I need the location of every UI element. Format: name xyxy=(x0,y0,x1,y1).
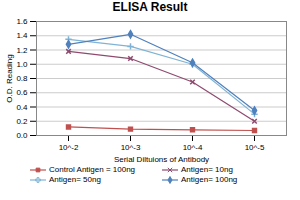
svg-text:1.0: 1.0 xyxy=(16,60,28,69)
svg-text:0.6: 0.6 xyxy=(16,88,28,97)
html-text:Antigen= 10ng: Antigen= 10ng xyxy=(181,165,233,174)
svg-text:1.2: 1.2 xyxy=(16,46,28,55)
html-text:Control Antigen = 100ng: Control Antigen = 100ng xyxy=(49,165,136,174)
svg-text:10^-4: 10^-4 xyxy=(183,143,203,152)
svg-text:1.4: 1.4 xyxy=(16,31,28,40)
svg-text:0.2: 0.2 xyxy=(16,117,28,126)
html-text:ELISA Result: ELISA Result xyxy=(112,0,188,14)
svg-text:O.D. Reading: O.D. Reading xyxy=(5,54,14,102)
svg-text:0.0: 0.0 xyxy=(16,131,28,140)
svg-text:0.8: 0.8 xyxy=(16,74,28,83)
svg-text:10^-2: 10^-2 xyxy=(59,143,79,152)
svg-text:10^-3: 10^-3 xyxy=(121,143,141,152)
svg-text:10^-5: 10^-5 xyxy=(245,143,265,152)
html-text:Antigen= 100ng: Antigen= 100ng xyxy=(181,175,238,184)
html-text:Antigen= 50ng: Antigen= 50ng xyxy=(49,175,101,184)
svg-text:0.4: 0.4 xyxy=(16,103,28,112)
svg-text:Serial Diltuions of Antibody: Serial Diltuions of Antibody xyxy=(114,155,209,164)
svg-text:1.6: 1.6 xyxy=(16,17,28,26)
